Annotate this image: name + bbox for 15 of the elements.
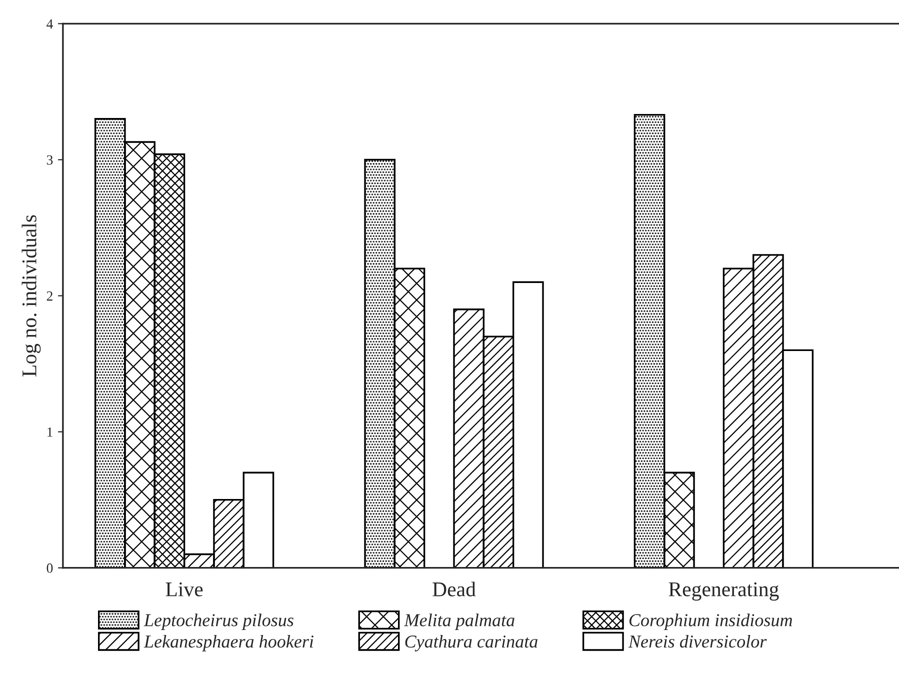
- y-axis-title: Log no. individuals: [22, 215, 41, 376]
- legend-label: Cyathura carinata: [405, 634, 538, 652]
- legend-label: Corophium insidiosum: [629, 614, 792, 630]
- y-tick-label: 4: [46, 19, 53, 28]
- x-tick-label: Regenerating: [668, 582, 779, 601]
- y-tick-label: 1: [47, 427, 52, 437]
- legend-label: Leptocheirus pilosus: [144, 614, 294, 630]
- x-tick-label: Dead: [432, 582, 476, 596]
- y-tick-label: 2: [46, 291, 52, 301]
- y-tick-label: 0: [46, 563, 53, 573]
- legend-label: Nereis diversicolor: [628, 634, 767, 648]
- legend-label: Lekanesphaera hookeri: [144, 634, 314, 652]
- legend-label: Melita palmata: [404, 614, 514, 630]
- y-tick-label: 3: [46, 155, 53, 165]
- x-tick-label: Live: [166, 582, 203, 596]
